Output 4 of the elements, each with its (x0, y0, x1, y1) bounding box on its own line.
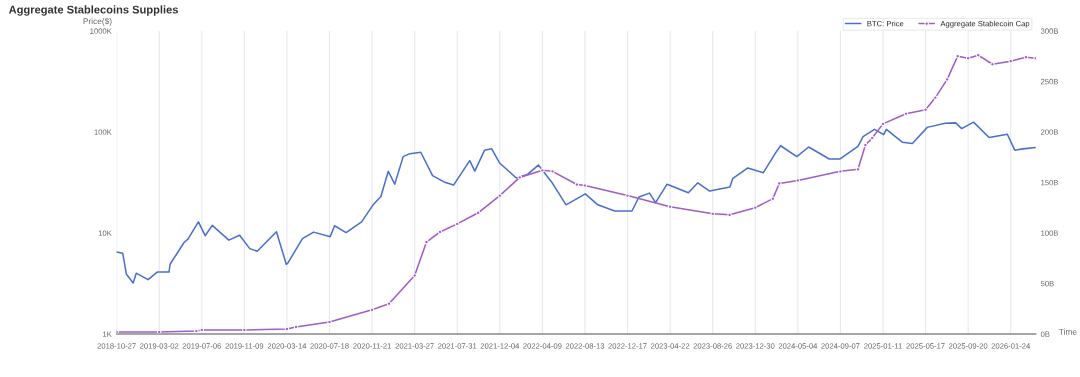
chart-title: Aggregate Stablecoins Supplies (8, 5, 178, 16)
y-axis-title: Price($) (83, 17, 112, 26)
line-series (116, 121, 1036, 284)
x-axis-title: Time (1058, 328, 1077, 335)
